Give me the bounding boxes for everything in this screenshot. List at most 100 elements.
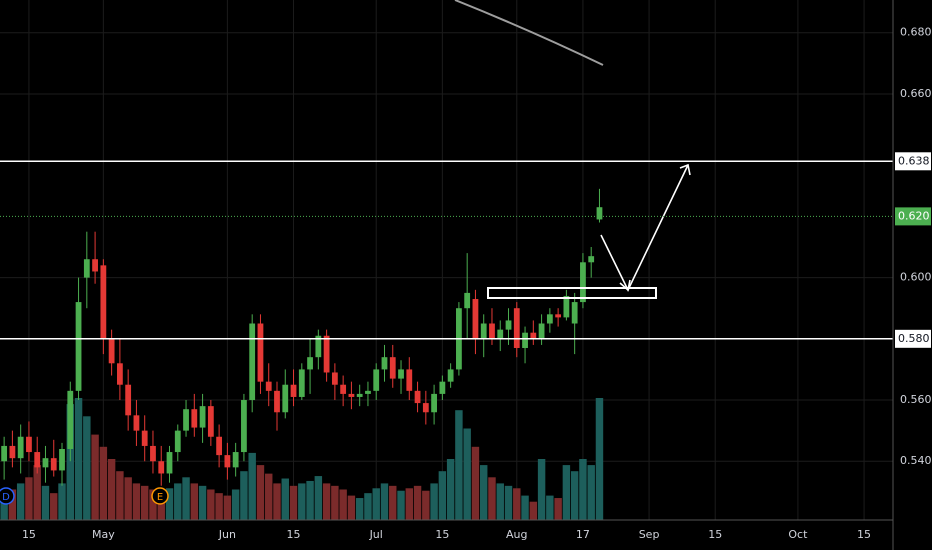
volume-bar xyxy=(240,471,248,520)
candle-body xyxy=(42,458,49,468)
volume-bar xyxy=(488,477,496,520)
candle-body xyxy=(348,393,355,397)
candle-body xyxy=(241,400,247,453)
volume-bar xyxy=(99,446,108,520)
candle-body xyxy=(174,430,181,453)
volume-bar xyxy=(124,477,132,520)
volume-bar xyxy=(546,495,554,520)
volume-bar xyxy=(463,428,471,520)
candle-body xyxy=(17,436,24,459)
x-tick-label: 17 xyxy=(576,528,590,541)
candle-body xyxy=(530,332,537,339)
x-tick-label: 15 xyxy=(22,528,36,541)
candle-body xyxy=(323,335,330,373)
candle-body xyxy=(232,452,239,468)
volume-bar xyxy=(58,483,66,520)
volume-bar xyxy=(355,498,364,520)
volume-bar xyxy=(397,490,405,520)
candle-body xyxy=(83,259,90,278)
arrow-heads xyxy=(619,163,691,292)
volume-bar xyxy=(190,483,199,520)
candle-body xyxy=(224,455,231,468)
x-tick-label: Aug xyxy=(506,528,527,541)
volume-bar xyxy=(207,489,215,520)
candle-body xyxy=(307,357,313,370)
candle-body xyxy=(422,403,429,413)
y-tick-label: 0.680 xyxy=(900,26,932,39)
candle-body xyxy=(522,332,528,348)
volume-bar xyxy=(8,489,17,520)
volume-bar xyxy=(430,483,438,520)
volume-bar xyxy=(389,485,397,520)
candle-body xyxy=(580,262,586,303)
volume-bar xyxy=(413,485,422,520)
candle-body xyxy=(563,295,570,318)
candle-body xyxy=(249,323,256,401)
candle-body xyxy=(505,320,512,330)
volume-bar xyxy=(265,473,273,520)
volume-bar xyxy=(140,485,149,520)
volume-bar xyxy=(165,488,174,520)
candle-body xyxy=(199,406,206,428)
event-marker xyxy=(151,487,169,505)
y-tick-label: 0.600 xyxy=(900,271,932,284)
volume-bar xyxy=(513,488,521,520)
volume-bar xyxy=(157,493,165,520)
candle-body xyxy=(480,323,487,339)
volume-bar xyxy=(66,404,75,520)
candle-body xyxy=(108,338,115,364)
volume-bar xyxy=(83,416,91,520)
volume-bar xyxy=(595,398,604,520)
volume-bar xyxy=(33,465,41,520)
volume-bar xyxy=(570,471,579,520)
volume-bar xyxy=(25,477,33,520)
price-label-box xyxy=(895,207,931,226)
candle-body xyxy=(141,430,148,446)
volume-bar xyxy=(331,485,339,520)
volume-bar xyxy=(339,489,347,520)
volume-bar xyxy=(587,465,595,520)
candle-body xyxy=(191,409,198,428)
volume-bar xyxy=(174,483,182,520)
price-label-box xyxy=(895,152,931,171)
y-tick-label: 0.660 xyxy=(900,87,932,100)
grid xyxy=(0,0,893,520)
candle-body xyxy=(290,384,297,397)
candle-body xyxy=(497,329,504,339)
candle-body xyxy=(9,445,16,459)
volume-bar xyxy=(306,480,314,520)
candle-body xyxy=(257,323,264,382)
volume-bar xyxy=(132,483,141,520)
candle-body xyxy=(464,292,471,309)
candle-body xyxy=(340,384,347,394)
candle-body xyxy=(100,265,107,339)
candle-body xyxy=(216,436,223,456)
candle-body xyxy=(315,335,322,358)
candle-body xyxy=(34,452,41,468)
volume-bar xyxy=(529,501,538,520)
candle-body xyxy=(298,369,305,397)
moving-average-curve xyxy=(454,0,604,66)
x-tick-label: Oct xyxy=(788,528,808,541)
event-marker xyxy=(0,487,15,505)
x-tick-label: 15 xyxy=(708,528,722,541)
candle-body xyxy=(183,409,189,431)
volume-bar xyxy=(380,483,389,520)
candle-body xyxy=(166,452,173,474)
levels: 0.638 0.580 0.620 xyxy=(0,152,931,348)
volume-bar xyxy=(314,476,323,520)
candle-body xyxy=(67,390,74,449)
volume-bar xyxy=(281,478,289,520)
volume-bar xyxy=(231,489,240,520)
candle-body xyxy=(398,369,404,379)
volume-bar xyxy=(422,490,430,520)
candle-body xyxy=(513,308,520,348)
volume-bar xyxy=(116,471,124,520)
y-tick-label: 0.560 xyxy=(900,393,932,406)
candle-body xyxy=(282,384,289,413)
volume xyxy=(0,398,604,520)
x-tick-label: Sep xyxy=(639,528,660,541)
x-tick-label: Jun xyxy=(218,528,236,541)
candle-body xyxy=(125,384,132,416)
